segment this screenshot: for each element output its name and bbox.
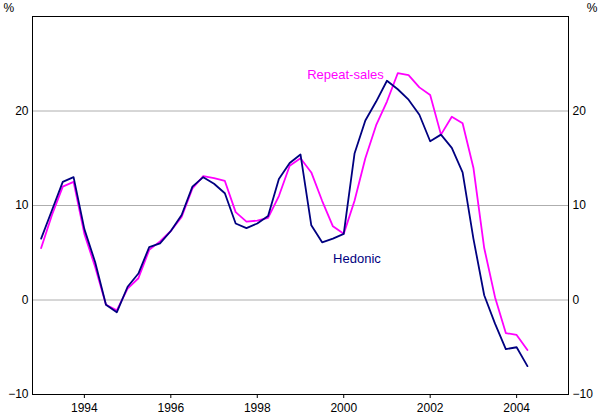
- svg-text:0: 0: [573, 293, 580, 307]
- svg-text:2004: 2004: [503, 401, 530, 415]
- svg-text:1996: 1996: [157, 401, 184, 415]
- svg-text:%: %: [587, 1, 598, 15]
- svg-text:1998: 1998: [244, 401, 271, 415]
- svg-text:20: 20: [573, 104, 587, 118]
- svg-text:2000: 2000: [330, 401, 357, 415]
- svg-text:Repeat-sales: Repeat-sales: [307, 67, 384, 82]
- svg-text:−10: −10: [573, 387, 594, 401]
- svg-text:Hedonic: Hedonic: [333, 251, 381, 266]
- svg-text:%: %: [4, 1, 15, 15]
- svg-text:0: 0: [22, 293, 29, 307]
- svg-text:1994: 1994: [71, 401, 98, 415]
- svg-text:−10: −10: [8, 387, 29, 401]
- svg-text:20: 20: [15, 104, 29, 118]
- svg-text:2002: 2002: [417, 401, 444, 415]
- svg-text:10: 10: [15, 198, 29, 212]
- svg-text:10: 10: [573, 198, 587, 212]
